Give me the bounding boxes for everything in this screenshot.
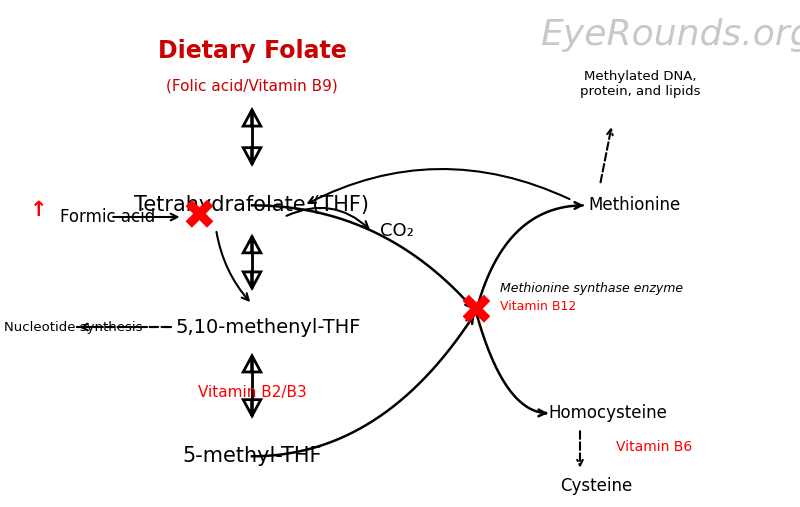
Text: ✖: ✖ (458, 291, 494, 333)
FancyArrow shape (243, 400, 261, 416)
FancyArrow shape (243, 110, 261, 126)
Text: EyeRounds.org: EyeRounds.org (540, 18, 800, 53)
Text: ✖: ✖ (181, 196, 216, 238)
FancyArrow shape (243, 272, 261, 288)
Text: Homocysteine: Homocysteine (548, 404, 667, 422)
FancyArrow shape (243, 356, 261, 372)
Text: 5-methyl-THF: 5-methyl-THF (182, 446, 322, 466)
Text: ↑: ↑ (30, 200, 47, 221)
Text: Methylated DNA,
protein, and lipids: Methylated DNA, protein, and lipids (580, 69, 700, 98)
FancyArrow shape (243, 237, 261, 253)
Text: Methionine synthase enzyme: Methionine synthase enzyme (500, 282, 683, 296)
Text: Nucleotide synthesis: Nucleotide synthesis (4, 320, 142, 334)
Text: Dietary Folate: Dietary Folate (158, 39, 346, 63)
Text: CO₂: CO₂ (380, 222, 414, 240)
Text: Tetrahydrafolate (THF): Tetrahydrafolate (THF) (134, 195, 370, 215)
Text: (Folic acid/Vitamin B9): (Folic acid/Vitamin B9) (166, 79, 338, 94)
Text: Methionine: Methionine (588, 196, 680, 214)
Text: Vitamin B6: Vitamin B6 (616, 440, 692, 454)
Text: 5,10-methenyl-THF: 5,10-methenyl-THF (175, 317, 361, 337)
FancyArrow shape (243, 148, 261, 164)
Text: Vitamin B12: Vitamin B12 (500, 300, 576, 313)
Text: Formic acid: Formic acid (60, 208, 155, 226)
Text: Vitamin B2/B3: Vitamin B2/B3 (198, 385, 306, 401)
Text: Cysteine: Cysteine (560, 477, 632, 495)
